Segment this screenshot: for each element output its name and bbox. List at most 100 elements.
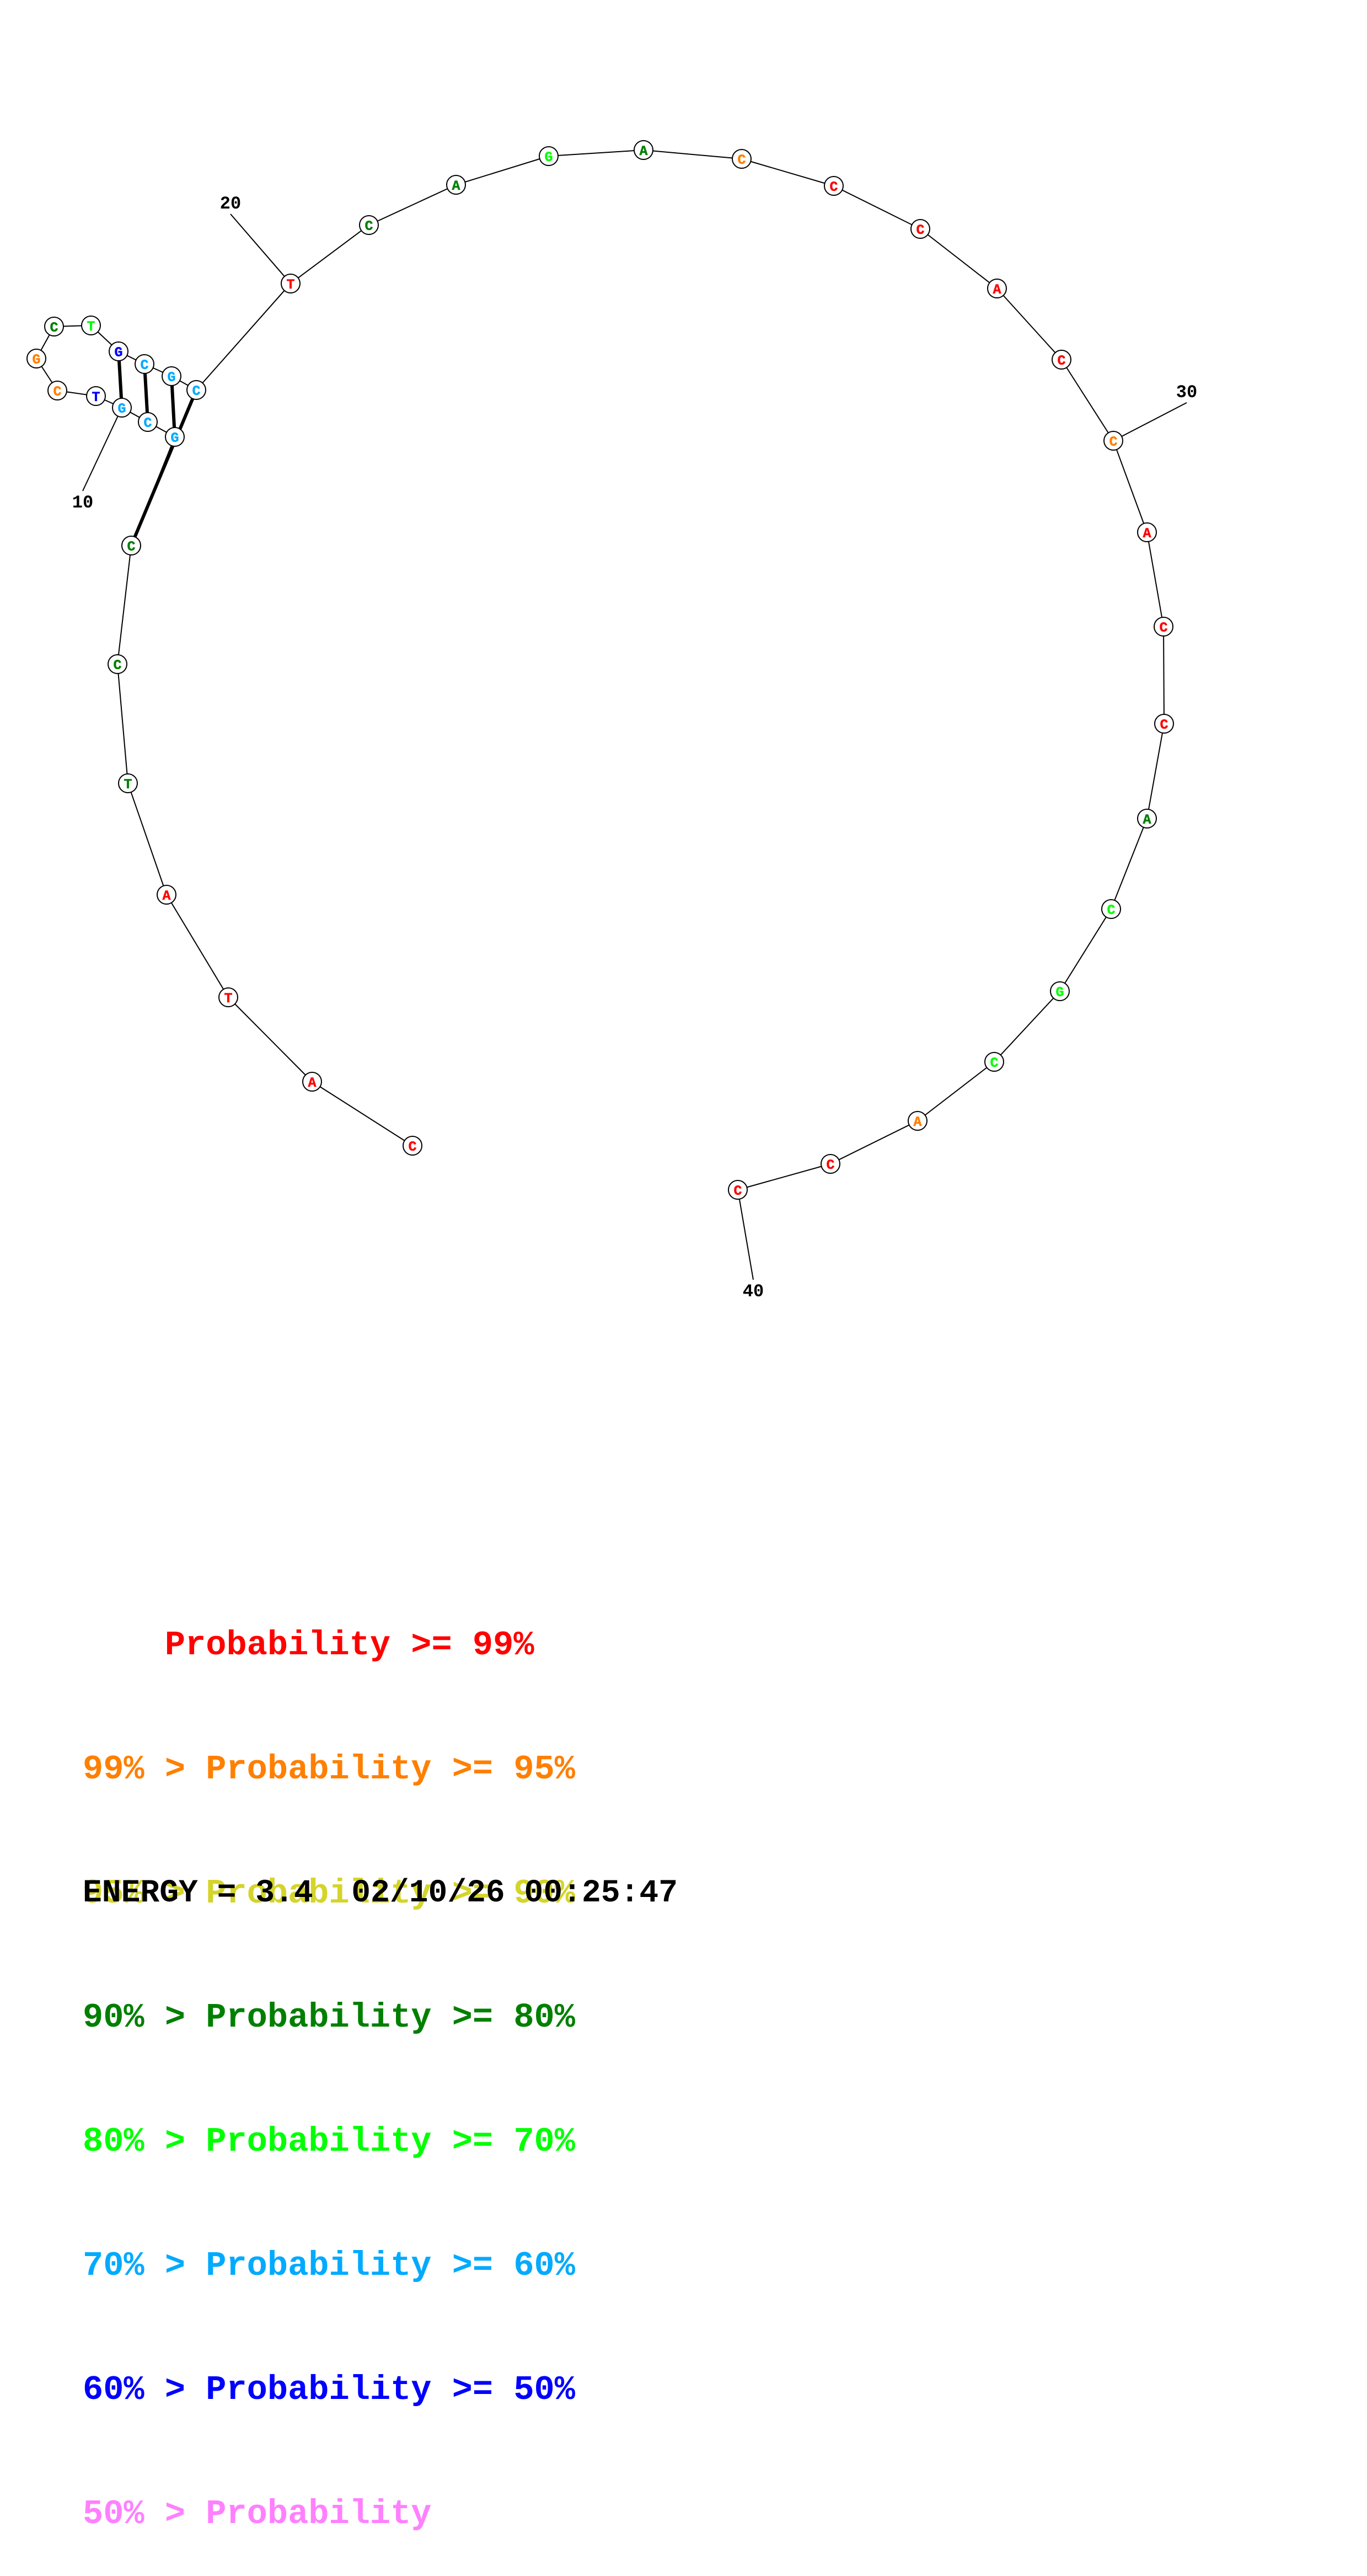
nucleotide: C (732, 149, 752, 169)
backbone-segment (920, 228, 998, 289)
nucleotide-letter: C (916, 222, 924, 238)
nucleotide: A (1137, 522, 1157, 542)
nucleotide: T (218, 987, 238, 1007)
nucleotide-letter: C (829, 179, 838, 195)
nucleotide-circle (824, 176, 844, 196)
nucleotide-circle (47, 381, 67, 400)
nucleotide-circle (1050, 981, 1070, 1001)
backbone-segment (228, 997, 313, 1082)
nucleotide-letter: C (1057, 353, 1065, 369)
nucleotide-letter: A (993, 282, 1001, 298)
backbone-segment (994, 991, 1060, 1062)
nucleotide-letter: T (87, 319, 95, 335)
nucleotide-letter: C (113, 658, 121, 674)
nucleotide: G (165, 427, 185, 447)
backbone-segment (1111, 818, 1148, 910)
nucleotide-circle (108, 654, 127, 674)
nucleotide: G (1050, 981, 1070, 1001)
backbone-segment (127, 783, 167, 895)
nucleotide-circle (1154, 714, 1174, 734)
nucleotide-circle (359, 215, 379, 235)
nucleotide-circle (908, 1111, 928, 1131)
backbone-segment (117, 664, 128, 784)
nucleotide: C (1103, 431, 1123, 451)
energy-value: ENERGY = 3.4 (83, 1875, 313, 1911)
nucleotide-letter: G (1055, 985, 1064, 1001)
nucleotide-letter: C (737, 152, 746, 168)
legend-row-4: 90% > Probability >= 80% (83, 1997, 575, 2038)
nucleotide: A (634, 140, 653, 160)
legend-row-8: 50% > Probability (83, 2493, 575, 2535)
legend-row-1: Probability >= 99% (83, 1624, 575, 1666)
legend-text: Probability >= 70% (206, 2122, 575, 2161)
nucleotide-circle (1103, 431, 1123, 451)
legend-prefix: 95% > (83, 1874, 206, 1913)
nucleotide-circle (109, 341, 128, 361)
position-tick (738, 1199, 754, 1280)
nucleotide-letter: C (143, 415, 152, 431)
position-number: 30 (1176, 382, 1197, 403)
nucleotide-circle (112, 398, 132, 418)
nucleotide-letter: T (124, 777, 132, 793)
backbone-segment (548, 149, 644, 157)
nucleotide: C (1154, 617, 1173, 637)
probability-legend: Probability >= 99% 99% > Probability >= … (83, 1542, 575, 2576)
nucleotide-circle (987, 279, 1007, 298)
energy-timestamp: 02/10/26 00:25:47 (351, 1875, 678, 1911)
nucleotide: A (1137, 809, 1157, 829)
backbone-segment (1059, 908, 1112, 992)
legend-row-2: 99% > Probability >= 95% (83, 1749, 575, 1790)
backbone-segment (741, 158, 834, 186)
nucleotide-letter: C (1159, 620, 1167, 636)
nucleotide: A (302, 1072, 322, 1092)
nucleotide: C (47, 381, 67, 400)
nucleotide: T (86, 386, 106, 406)
nucleotide-letter: C (408, 1139, 416, 1155)
nucleotide-circle (165, 427, 185, 447)
legend-prefix: 50% > (83, 2494, 206, 2534)
nucleotide-letter: C (53, 384, 61, 400)
backbone-segment (368, 184, 457, 226)
nucleotide: C (186, 380, 206, 400)
nucleotide: C (138, 412, 158, 432)
position-tick (1121, 402, 1187, 437)
nucleotide-letter: C (50, 320, 58, 336)
nucleotide-circle (821, 1154, 840, 1174)
backbone-segment (833, 185, 921, 229)
nucleotide: T (81, 316, 101, 335)
nucleotide: C (121, 536, 141, 555)
nucleotide-letter: A (452, 178, 460, 194)
nucleotide-letter: C (1107, 902, 1115, 918)
nucleotide-letter: C (192, 383, 200, 399)
nucleotide: G (162, 366, 181, 386)
backbone-segment (737, 1163, 831, 1190)
legend-text: Probability >= 99% (164, 1626, 534, 1665)
position-number: 40 (743, 1281, 764, 1302)
nucleotide: T (118, 773, 138, 793)
legend-prefix: 60% > (83, 2370, 206, 2409)
nucleotide-circle (403, 1136, 422, 1156)
nucleotide: C (984, 1052, 1004, 1072)
nucleotide-circle (728, 1180, 748, 1200)
legend-prefix: 80% > (83, 2122, 206, 2161)
nucleotide-letter: C (364, 218, 373, 234)
nucleotide-circle (81, 316, 101, 335)
nucleotide-letter: A (1143, 526, 1151, 542)
nucleotide: G (112, 398, 132, 418)
nucleotide-circle (26, 349, 46, 368)
legend-prefix: 99% > (83, 1750, 206, 1789)
legend-row-7: 60% > Probability >= 50% (83, 2369, 575, 2411)
nucleotide-circle (302, 1072, 322, 1092)
nucleotide-circle (186, 380, 206, 400)
legend-row-6: 70% > Probability >= 60% (83, 2245, 575, 2286)
legend-text: Probability >= 60% (206, 2246, 575, 2285)
nucleotide: C (44, 317, 64, 336)
legend-text: Probability >= 80% (206, 1998, 575, 2037)
nucleotide-circle (1052, 350, 1071, 370)
nucleotide-circle (138, 412, 158, 432)
backbone-segment (996, 288, 1062, 360)
nucleotide: C (910, 219, 930, 239)
nucleotide: A (908, 1111, 928, 1131)
nucleotide-circle (86, 386, 106, 406)
